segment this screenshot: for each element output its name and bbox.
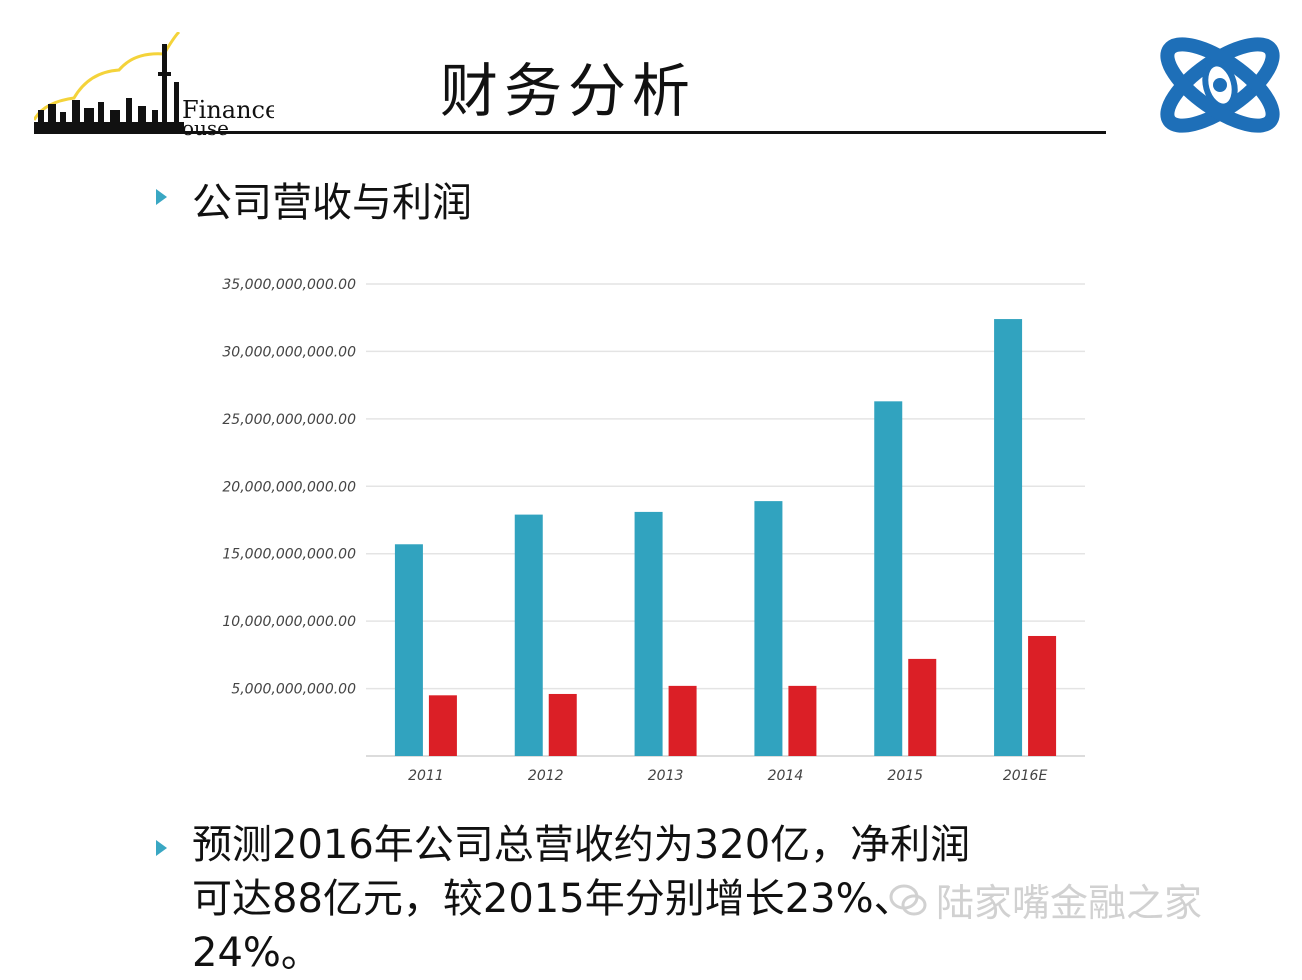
x-tick-label: 2015 — [887, 768, 923, 784]
wechat-icon — [889, 884, 927, 915]
bar-revenue — [874, 401, 903, 756]
bullet-icon — [156, 189, 167, 205]
section-subtitle: 公司营收与利润 — [192, 180, 472, 226]
y-tick-label: 5,000,000,000.00 — [231, 682, 356, 698]
watermark: 陆家嘴金融之家 — [888, 872, 1202, 927]
y-tick-label: 35,000,000,000.00 — [222, 277, 356, 293]
y-axis-ticks: 5,000,000,000.00 10,000,000,000.00 15,000,… — [222, 277, 356, 698]
watermark-text: 陆家嘴金融之家 — [936, 881, 1203, 925]
bar-revenue — [514, 514, 543, 756]
summary-line-2: 可达88亿元，较2015年分别增长23%、 — [192, 876, 914, 922]
bar-revenue — [754, 501, 783, 756]
x-tick-label: 2011 — [408, 768, 444, 784]
bar-profit — [428, 695, 457, 756]
y-tick-label: 15,000,000,000.00 — [222, 547, 356, 563]
bar-profit — [788, 685, 817, 756]
x-tick-label: 2016E — [1003, 768, 1048, 784]
grid-lines — [366, 283, 1085, 757]
bar-profit — [668, 685, 697, 756]
bar-profit — [908, 658, 937, 756]
bar-revenue — [994, 319, 1023, 756]
bars — [394, 319, 1057, 756]
y-tick-label: 10,000,000,000.00 — [222, 614, 356, 630]
y-tick-label: 20,000,000,000.00 — [222, 479, 356, 495]
x-tick-label: 2014 — [768, 768, 804, 784]
logo-text: Finance — [182, 96, 274, 124]
finance-house-logo: Finance ouse — [34, 32, 274, 137]
forecast-summary: 预测2016年公司总营收约为320亿，净利润 可达88亿元，较2015年分别增长… — [192, 818, 1192, 980]
x-tick-label: 2013 — [648, 768, 684, 784]
bar-revenue — [634, 511, 663, 756]
bar-revenue — [394, 544, 423, 756]
x-tick-label: 2012 — [528, 768, 564, 784]
y-tick-label: 25,000,000,000.00 — [222, 412, 356, 428]
summary-line-3: 24%。 — [192, 930, 321, 976]
title-divider — [34, 131, 1106, 134]
page-title: 财务分析 — [440, 57, 697, 125]
y-tick-label: 30,000,000,000.00 — [222, 344, 356, 360]
x-axis-ticks: 2011 2012 2013 2014 2015 2016E — [408, 768, 1047, 784]
bar-profit — [1028, 635, 1057, 756]
atom-logo — [1160, 37, 1280, 133]
bullet-icon — [156, 840, 167, 856]
bar-profit — [548, 693, 577, 756]
summary-line-1: 预测2016年公司总营收约为320亿，净利润 — [192, 822, 971, 868]
revenue-profit-chart: 5,000,000,000.00 10,000,000,000.00 15,000,… — [222, 277, 1085, 784]
